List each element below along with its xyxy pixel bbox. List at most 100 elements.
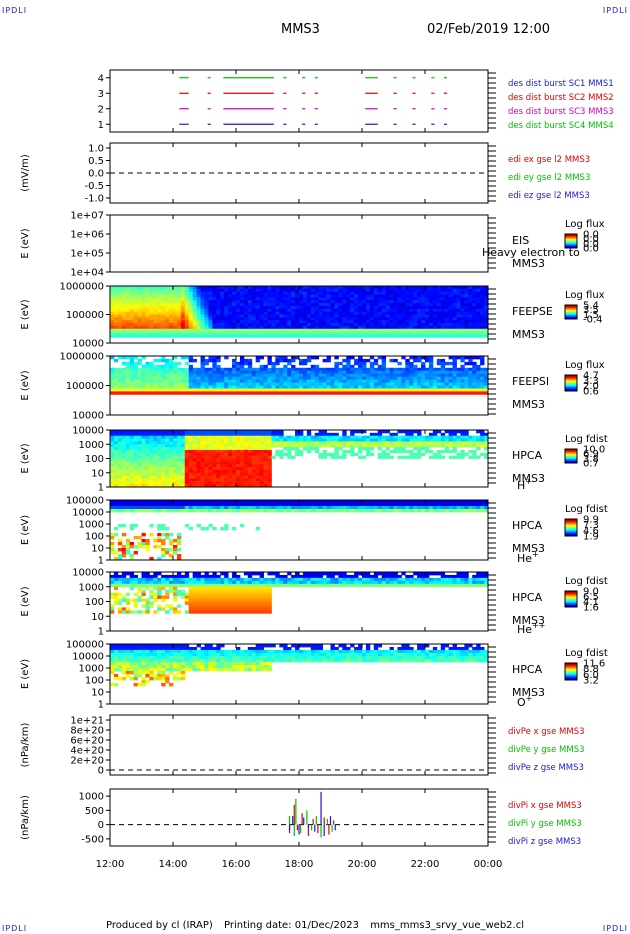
feepsi-cell — [236, 370, 241, 375]
feepse-cell — [267, 303, 272, 307]
hpca_h-cell — [121, 452, 127, 457]
feepsi-cell — [354, 382, 359, 386]
hpca_h-cell — [267, 430, 272, 434]
hpca_he-cell — [165, 551, 170, 555]
hpca_he-cell — [228, 500, 233, 504]
feepse-cell — [263, 303, 268, 307]
feepsi-cell — [444, 367, 450, 372]
hpca_h-cell — [365, 441, 371, 445]
feepse-cell — [444, 323, 450, 327]
feepsi-cell — [306, 376, 312, 380]
feepsi-cell — [440, 391, 446, 395]
hpca_h-cell — [236, 432, 241, 437]
feepse-cell — [161, 311, 166, 315]
hpca_he-cell — [342, 500, 347, 504]
feepsi-cell — [188, 379, 194, 383]
hpca_h-cell — [342, 449, 347, 454]
hpca_h-cell — [125, 435, 131, 439]
hpca_h-cell — [125, 430, 131, 434]
hpca_h-cell — [212, 478, 217, 482]
feepse-cell — [133, 308, 138, 313]
feepsi-cell — [299, 379, 304, 383]
feepse-cell — [161, 314, 166, 318]
hpca_h-cell — [125, 475, 131, 479]
feepsi-cell — [432, 385, 438, 389]
feepse-cell — [358, 294, 363, 298]
feepsi-cell — [444, 376, 450, 380]
feepse-cell — [440, 291, 446, 295]
feepsi-cell — [440, 367, 446, 372]
feepsi-cell — [239, 361, 245, 366]
feepsi-cell — [452, 385, 457, 389]
feepsi-cell — [326, 370, 331, 375]
hpca_he-cell — [204, 527, 209, 531]
hpca_h-cell — [476, 438, 481, 442]
feepse-cell — [350, 314, 355, 318]
hpca_he-cell — [196, 509, 201, 513]
hpca_h-cell — [346, 435, 351, 439]
feepsi-cell — [149, 376, 154, 380]
feepse-cell — [413, 297, 418, 301]
feepse-cell — [299, 297, 304, 301]
hpca_he-cell — [354, 509, 359, 513]
feepsi-cell — [216, 382, 221, 386]
feepse-cell — [338, 286, 343, 290]
hpca_h-cell — [129, 452, 135, 457]
hpca_h-cell — [275, 452, 280, 457]
hpca_h-cell — [110, 430, 115, 434]
hpca_he-cell — [279, 509, 284, 513]
hpca_h-cell — [200, 458, 205, 462]
feepsi-cell — [232, 373, 237, 378]
hpca_he-cell — [295, 503, 300, 507]
feepsi-cell — [428, 382, 434, 386]
feepse-cell — [350, 297, 355, 301]
feepsi-cell — [180, 356, 186, 360]
feepse-cell — [299, 314, 304, 318]
hpca_h-cell — [436, 455, 442, 459]
feepsi-cell — [165, 388, 170, 392]
feepse-cell — [275, 331, 280, 335]
feepse-cell — [184, 328, 190, 332]
feepse-cell — [176, 317, 182, 321]
feepsi-cell — [413, 379, 418, 383]
feepse-cell — [110, 308, 115, 313]
feepse-cell — [271, 286, 276, 290]
feepse-colorbar-tick: 5.4 — [583, 301, 599, 312]
feepsi-cell — [243, 373, 249, 378]
feepse-cell — [149, 328, 154, 332]
hpca_he-cell — [373, 500, 379, 504]
hpca_h-cell — [440, 432, 446, 437]
hpca_h-cell — [113, 435, 119, 439]
feepse-cell — [432, 328, 438, 332]
hpca_h-cell — [184, 441, 190, 445]
feepsi-cell — [322, 379, 327, 383]
hpca_h-cell — [204, 430, 209, 434]
feepse-cell — [299, 323, 304, 327]
hpca_h-cell — [157, 467, 162, 471]
feepse-cell — [169, 317, 174, 321]
hpca_h-cell — [236, 461, 241, 465]
feepse-cell — [117, 294, 123, 298]
feepse-cell — [236, 334, 241, 338]
feepse-cell — [369, 311, 375, 315]
hpca_h-cell — [468, 444, 473, 448]
hpca_h-cell — [413, 444, 418, 448]
hpca_he-cell — [129, 554, 135, 558]
feepse-cell — [267, 334, 272, 338]
feepsi-cell — [295, 367, 300, 372]
hpca_h-cell — [125, 464, 131, 468]
feepsi-cell — [121, 376, 127, 380]
feepse-cell — [291, 311, 296, 315]
hpca_h-cell — [314, 441, 320, 445]
hpca_h-cell — [149, 467, 154, 471]
feepse-cell — [326, 291, 331, 295]
hpca_h-cell — [157, 430, 162, 434]
hpca_h-cell — [200, 464, 205, 468]
feepsi-cell — [310, 367, 316, 372]
hpca_h-cell — [322, 452, 327, 457]
feepse-cell — [342, 294, 347, 298]
feepsi-cell — [271, 382, 276, 386]
feepse-cell — [421, 317, 426, 321]
feepse-cell — [346, 300, 351, 304]
hpca_h-cell — [464, 452, 469, 457]
